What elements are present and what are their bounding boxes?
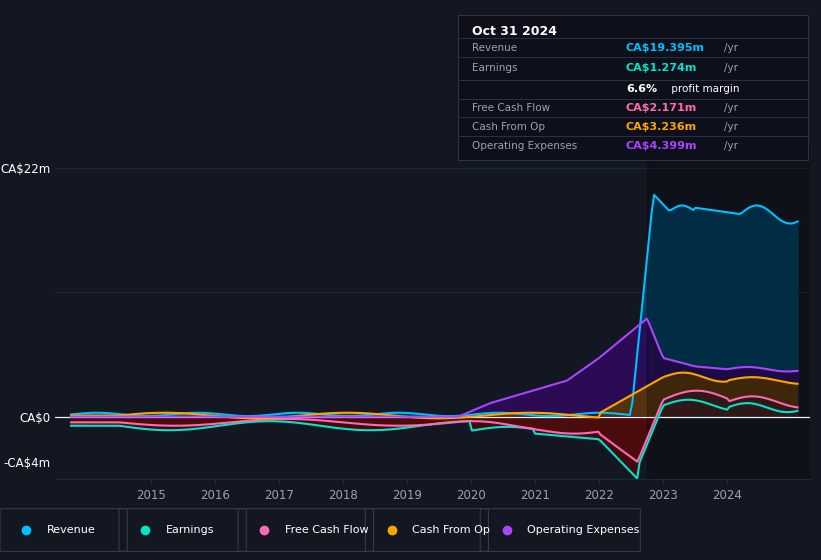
Text: /yr: /yr [724, 103, 738, 113]
Text: Earnings: Earnings [166, 525, 214, 535]
Text: Revenue: Revenue [472, 43, 517, 53]
Text: Oct 31 2024: Oct 31 2024 [472, 25, 557, 38]
Text: /yr: /yr [724, 43, 738, 53]
Text: CA$3.236m: CA$3.236m [626, 122, 697, 132]
Text: Free Cash Flow: Free Cash Flow [472, 103, 550, 113]
Text: Cash From Op: Cash From Op [472, 122, 545, 132]
Text: /yr: /yr [724, 122, 738, 132]
Text: profit margin: profit margin [668, 84, 740, 94]
Text: /yr: /yr [724, 63, 738, 73]
Text: 6.6%: 6.6% [626, 84, 657, 94]
Text: Operating Expenses: Operating Expenses [527, 525, 640, 535]
Text: Cash From Op: Cash From Op [412, 525, 490, 535]
Text: CA$1.274m: CA$1.274m [626, 63, 697, 73]
Text: Free Cash Flow: Free Cash Flow [285, 525, 369, 535]
Text: Revenue: Revenue [47, 525, 95, 535]
Text: Operating Expenses: Operating Expenses [472, 141, 577, 151]
Text: CA$2.171m: CA$2.171m [626, 103, 697, 113]
Text: CA$4.399m: CA$4.399m [626, 141, 698, 151]
Text: /yr: /yr [724, 141, 738, 151]
Text: CA$19.395m: CA$19.395m [626, 43, 705, 53]
Bar [647, 146, 810, 479]
Text: Earnings: Earnings [472, 63, 517, 73]
